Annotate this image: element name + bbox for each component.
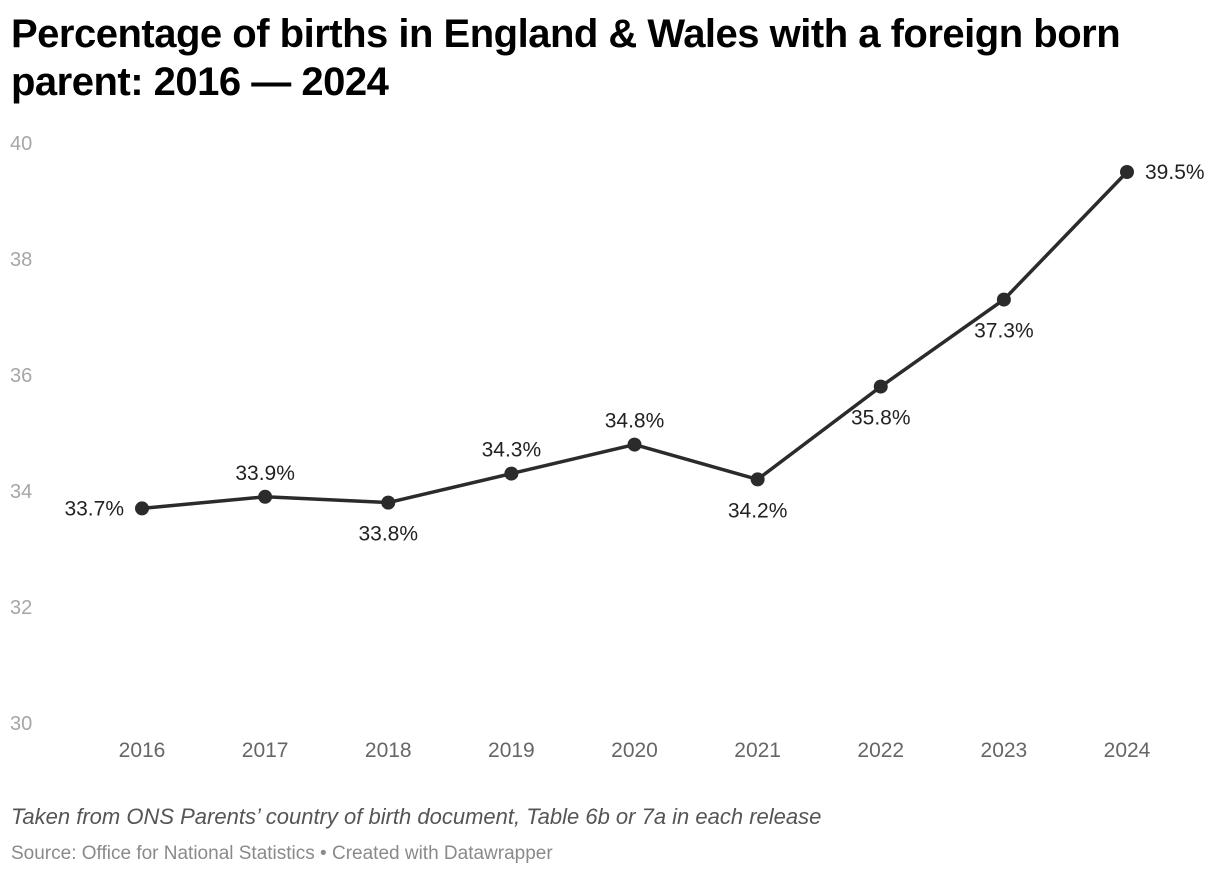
x-tick-label: 2023: [981, 739, 1028, 762]
x-axis: 2016 2017 2018 2019 2020 2021 2022 2023 2024: [119, 739, 1151, 762]
data-label: 39.5%: [1145, 161, 1205, 184]
data-point: [135, 501, 149, 516]
data-label: 34.3%: [482, 439, 542, 462]
plot-area: 33.7% 33.9% 33.8% 34.3% 34.8% 34.2% 35.8% 37.3%…: [64, 161, 1204, 546]
data-label: 33.7%: [64, 497, 124, 520]
data-point: [750, 472, 765, 487]
x-tick-label: 2018: [365, 739, 412, 762]
y-tick-label: 36: [10, 365, 32, 387]
x-tick-label: 2017: [242, 739, 289, 762]
data-label: 34.2%: [728, 499, 788, 522]
x-tick-label: 2020: [611, 739, 658, 762]
data-point: [381, 495, 396, 510]
y-tick-label: 32: [10, 597, 32, 619]
data-point: [258, 489, 273, 504]
chart-title: Percentage of births in England & Wales …: [11, 12, 1121, 104]
y-tick-label: 40: [10, 133, 32, 155]
data-label: 34.8%: [605, 410, 665, 433]
chart-footer: Source: Office for National Statistics •…: [11, 843, 553, 864]
y-tick-label: 30: [10, 713, 32, 735]
chart-notes: Taken from ONS Parents’ country of birth…: [11, 804, 822, 829]
x-tick-label: 2022: [857, 739, 904, 762]
x-tick-label: 2021: [734, 739, 781, 762]
data-point: [504, 466, 519, 481]
data-point: [996, 292, 1011, 307]
data-point: [873, 379, 888, 394]
data-label: 33.8%: [358, 523, 418, 546]
data-point: [1120, 165, 1134, 179]
x-tick-label: 2019: [488, 739, 535, 762]
data-label: 33.9%: [235, 462, 295, 485]
y-tick-label: 38: [10, 249, 32, 271]
data-point: [627, 437, 642, 452]
x-tick-label: 2024: [1104, 739, 1151, 762]
y-axis: 30 32 34 36 38 40: [10, 133, 32, 735]
x-tick-label: 2016: [119, 739, 166, 762]
y-tick-label: 34: [10, 481, 32, 503]
data-label: 35.8%: [851, 407, 911, 430]
data-label: 37.3%: [974, 320, 1034, 343]
